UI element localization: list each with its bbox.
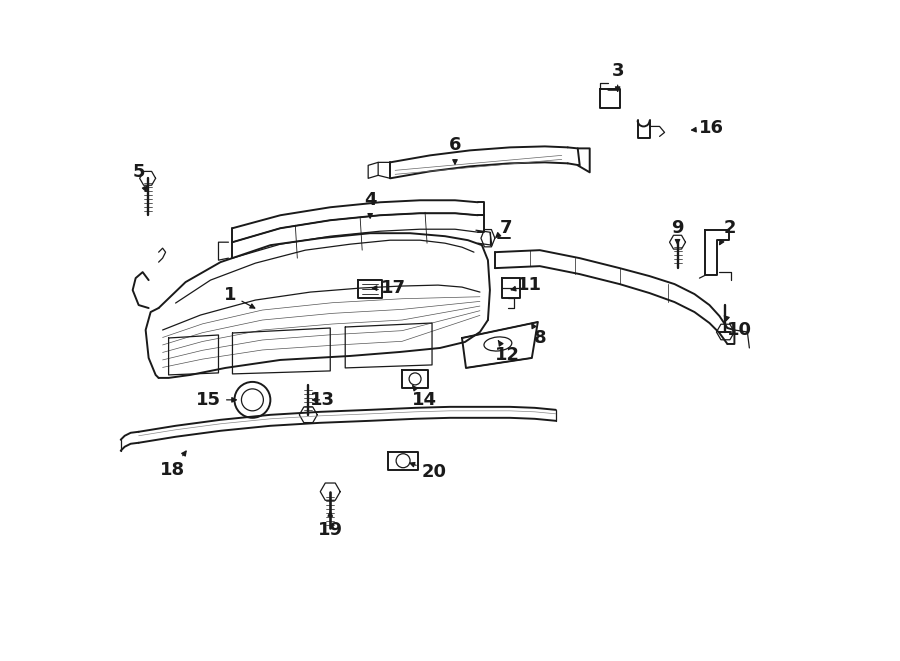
Text: 3: 3 [611,61,624,91]
Text: 14: 14 [411,385,436,409]
Text: 5: 5 [132,163,147,192]
Text: 16: 16 [692,120,724,137]
Text: 12: 12 [495,340,520,364]
Text: 2: 2 [720,219,735,245]
Text: 1: 1 [224,286,255,308]
Text: 20: 20 [410,463,446,481]
Text: 18: 18 [160,451,186,479]
Text: 4: 4 [364,191,376,218]
Text: 7: 7 [496,219,512,237]
Text: 11: 11 [511,276,543,294]
Text: 15: 15 [196,391,237,409]
Text: 6: 6 [449,136,461,164]
Text: 13: 13 [310,391,335,409]
Text: 8: 8 [532,323,546,347]
Text: 19: 19 [318,512,343,539]
Text: 9: 9 [671,219,684,244]
Text: 17: 17 [373,279,406,297]
Text: 10: 10 [724,316,751,339]
